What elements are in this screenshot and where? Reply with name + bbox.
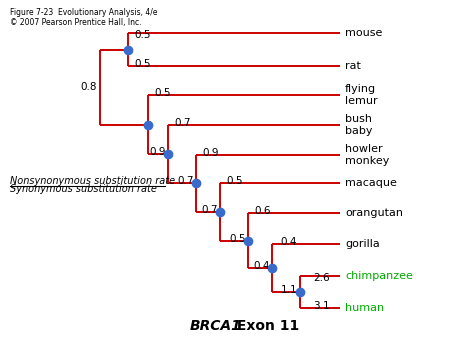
Text: Synonymous substitution rate: Synonymous substitution rate — [10, 184, 157, 194]
Text: 0.5: 0.5 — [134, 30, 150, 40]
Text: 0.5: 0.5 — [230, 234, 246, 243]
Text: gorilla: gorilla — [345, 239, 380, 249]
Text: Nonsynonymous substitution rate: Nonsynonymous substitution rate — [10, 176, 175, 186]
Text: 0.7: 0.7 — [177, 176, 194, 186]
Text: 0.4: 0.4 — [253, 261, 270, 271]
Text: macaque: macaque — [345, 178, 397, 188]
Text: 0.7: 0.7 — [174, 118, 190, 128]
Text: flying
lemur: flying lemur — [345, 84, 378, 106]
Text: 0.9: 0.9 — [149, 147, 166, 157]
Text: bush
baby: bush baby — [345, 114, 373, 136]
Text: 2.6: 2.6 — [313, 273, 330, 283]
Text: howler
monkey: howler monkey — [345, 144, 389, 166]
Text: 0.5: 0.5 — [134, 59, 150, 69]
Text: mouse: mouse — [345, 28, 382, 38]
Text: orangutan: orangutan — [345, 208, 403, 218]
Text: rat: rat — [345, 61, 361, 71]
Text: 0.8: 0.8 — [81, 82, 97, 92]
Text: 1.1: 1.1 — [280, 285, 297, 295]
Text: human: human — [345, 303, 384, 313]
Text: 0.4: 0.4 — [280, 237, 297, 247]
Text: chimpanzee: chimpanzee — [345, 271, 413, 281]
Text: 0.5: 0.5 — [226, 176, 243, 186]
Text: BRCA1: BRCA1 — [190, 319, 242, 333]
Text: Figure 7-23  Evolutionary Analysis, 4/e
© 2007 Pearson Prentice Hall, Inc.: Figure 7-23 Evolutionary Analysis, 4/e ©… — [10, 8, 158, 27]
Text: 0.9: 0.9 — [202, 148, 219, 158]
Text: Exon 11: Exon 11 — [232, 319, 299, 333]
Text: 0.5: 0.5 — [154, 88, 171, 98]
Text: 0.6: 0.6 — [254, 206, 270, 216]
Text: 0.7: 0.7 — [202, 205, 218, 215]
Text: 3.1: 3.1 — [313, 301, 330, 311]
